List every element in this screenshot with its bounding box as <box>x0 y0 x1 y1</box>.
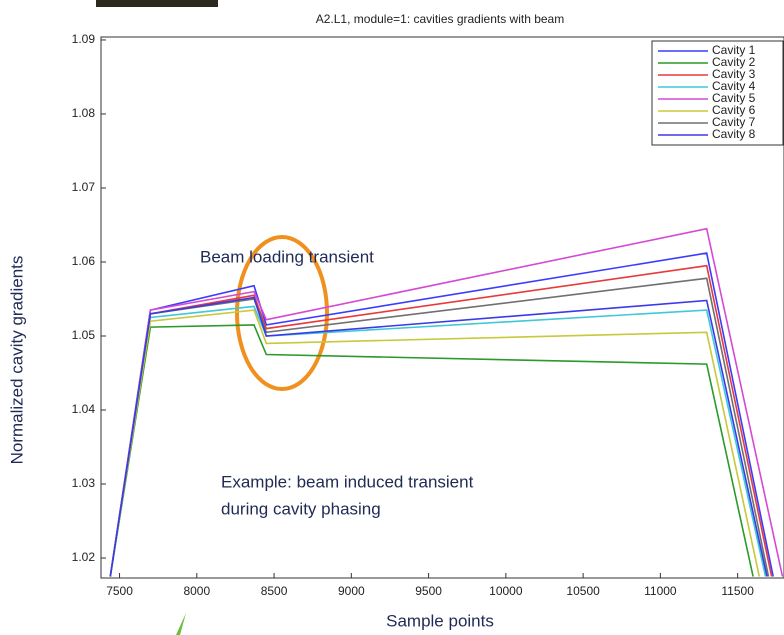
legend-label: Cavity 3 <box>712 67 756 81</box>
check-mark <box>176 613 186 635</box>
y-tick-label: 1.03 <box>72 476 96 490</box>
legend-label: Cavity 6 <box>712 103 756 117</box>
y-tick-label: 1.08 <box>72 106 96 120</box>
highlight-ellipse <box>235 235 329 391</box>
lines <box>109 227 784 577</box>
annotation: Beam loading transient <box>200 247 374 266</box>
x-axis-label: Sample points <box>386 611 494 630</box>
x-tick-label: 10500 <box>566 584 600 598</box>
legend-label: Cavity 2 <box>712 55 756 69</box>
x-tick-label: 11500 <box>721 584 754 598</box>
y-tick-label: 1.02 <box>72 550 96 564</box>
series-line <box>109 309 761 577</box>
legend-label: Cavity 4 <box>712 79 756 93</box>
x-tick-label: 8000 <box>183 584 210 598</box>
legend-label: Cavity 1 <box>712 43 756 57</box>
x-tick-label: 11000 <box>644 584 677 598</box>
legend-box <box>651 40 784 146</box>
image-strip <box>96 0 218 7</box>
x-tick-label: 9500 <box>415 584 442 598</box>
y-tick-label: 1.07 <box>72 180 96 194</box>
y-tick-label: 1.06 <box>72 254 96 268</box>
y-tick-label: 1.05 <box>72 328 96 342</box>
x-tick-label: 7500 <box>106 584 133 598</box>
y-axis-label: Normalized cavity gradients <box>7 256 26 465</box>
x-tick-label: 9000 <box>338 584 365 598</box>
legend-label: Cavity 8 <box>712 127 756 141</box>
chart-title: A2.L1, module=1: cavities gradients with… <box>316 12 564 26</box>
series-line <box>109 296 768 577</box>
legend-label: Cavity 7 <box>712 115 756 129</box>
y-tick-label: 1.09 <box>72 32 96 46</box>
y-tick-label: 1.04 <box>72 402 96 416</box>
x-tick-label: 10000 <box>489 584 523 598</box>
legend-label: Cavity 5 <box>712 91 756 105</box>
annotation: during cavity phasing <box>221 499 381 518</box>
x-tick-label: 8500 <box>261 584 288 598</box>
annotation: Example: beam induced transient <box>221 472 474 491</box>
